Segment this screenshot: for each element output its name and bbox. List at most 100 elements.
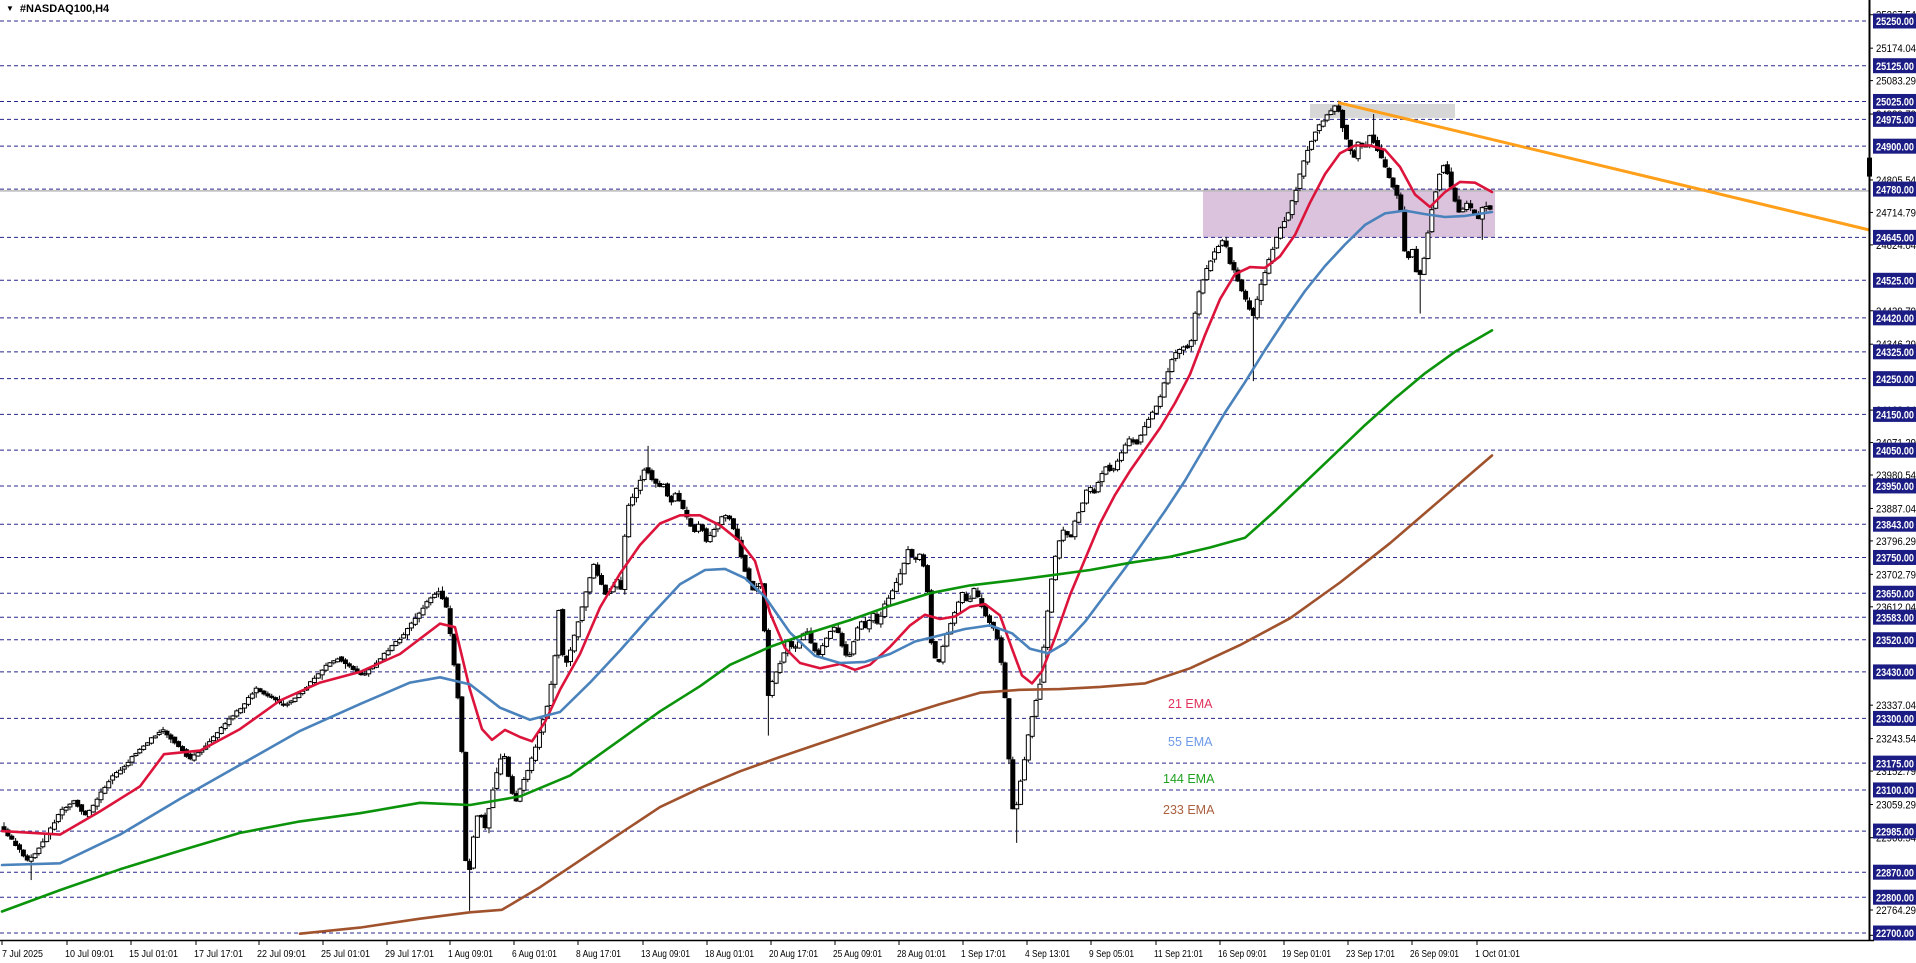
candlestick — [824, 637, 830, 647]
candlestick — [1045, 610, 1051, 648]
candlestick — [1452, 187, 1458, 202]
candlestick — [1340, 109, 1346, 129]
candlestick — [878, 615, 884, 625]
price-tick-label: 23796.29 — [1876, 536, 1916, 548]
candlestick — [567, 649, 573, 663]
candlestick — [1200, 279, 1206, 294]
candlestick — [730, 518, 736, 530]
candlestick — [1142, 426, 1148, 436]
candlestick — [1444, 164, 1450, 175]
price-level-label: 24250.00 — [1876, 374, 1914, 386]
candlestick — [851, 641, 857, 655]
demand-zone-box[interactable] — [1203, 189, 1495, 238]
candlestick — [1204, 268, 1210, 281]
ema-legend-label: 21 EMA — [1168, 697, 1213, 711]
candlestick — [1394, 185, 1400, 196]
price-level-label: 23100.00 — [1876, 785, 1914, 797]
date-label: 15 Jul 01:01 — [129, 948, 178, 960]
price-level-label-box — [1873, 310, 1916, 326]
candlestick — [1177, 348, 1183, 354]
price-level-label-box — [1873, 344, 1916, 360]
candlestick — [583, 591, 589, 608]
price-tick-label: 23243.54 — [1876, 734, 1916, 746]
candlestick — [1293, 189, 1299, 203]
date-label: 4 Sep 13:01 — [1025, 948, 1070, 960]
candlestick — [1107, 464, 1113, 471]
candlestick — [1188, 340, 1194, 347]
candlestick — [847, 654, 853, 657]
candlestick — [1099, 473, 1105, 483]
date-label: 20 Aug 17:01 — [769, 948, 818, 960]
candlestick — [579, 606, 585, 621]
candlestick — [117, 769, 123, 775]
candlestick — [1072, 520, 1078, 538]
price-tick-label: 25083.29 — [1876, 76, 1916, 88]
candlestick — [1398, 194, 1404, 212]
candlestick — [1115, 460, 1121, 471]
candlestick — [94, 798, 100, 807]
ema-legend-label: 233 EMA — [1163, 803, 1215, 817]
candlestick — [626, 504, 632, 538]
candlestick — [459, 696, 465, 752]
candlestick — [137, 748, 143, 754]
233ema-line — [298, 454, 1494, 936]
candlestick — [319, 669, 325, 676]
candlestick — [148, 737, 154, 744]
candlestick — [1243, 290, 1249, 300]
price-level-label-box — [1873, 864, 1916, 880]
price-level-label: 23520.00 — [1876, 635, 1914, 647]
date-label: 13 Aug 09:01 — [641, 948, 690, 960]
price-level-label: 23750.00 — [1876, 553, 1914, 565]
candlestick — [176, 741, 182, 748]
candlestick — [36, 847, 42, 854]
candlestick — [342, 659, 348, 664]
candlestick — [1468, 203, 1474, 209]
price-tick-label: 23059.29 — [1876, 800, 1916, 812]
candlestick — [1118, 452, 1124, 461]
candlestick — [381, 652, 387, 660]
candlestick — [1181, 346, 1187, 351]
candlestick — [533, 746, 539, 761]
level-lines-group — [0, 20, 1869, 934]
candlestick — [1215, 245, 1221, 254]
144ema-line — [0, 329, 1494, 913]
candlestick — [1002, 662, 1008, 699]
price-level-label-box — [1873, 181, 1916, 197]
candlestick — [552, 655, 558, 685]
descending-trendline[interactable] — [1337, 101, 1870, 232]
candlestick — [90, 804, 96, 813]
candlestick — [1375, 140, 1381, 151]
symbol-dropdown-icon[interactable]: ▼ — [6, 4, 14, 13]
candlestick — [106, 781, 112, 789]
candlestick — [1169, 359, 1175, 373]
supply-zone-box[interactable] — [1310, 103, 1455, 118]
candlestick — [172, 736, 178, 744]
price-level-label: 22985.00 — [1876, 826, 1914, 838]
price-level-label-box — [1873, 13, 1916, 29]
candlestick — [1021, 759, 1027, 781]
candlestick — [1095, 481, 1101, 493]
date-axis-group: 7 Jul 2025 10 Jul 09:01 15 Jul 01:01 17 Jul… — [1, 940, 1520, 960]
candlestick — [55, 814, 61, 823]
candlestick — [470, 836, 476, 869]
price-level-label-box — [1873, 371, 1916, 387]
ema-legend-label: 144 EMA — [1163, 772, 1215, 786]
candlestick — [498, 758, 504, 775]
candlestick — [1336, 105, 1342, 112]
date-label: 1 Oct 01:01 — [1475, 948, 1520, 960]
candlestick — [587, 577, 593, 593]
axis-range-marker — [1867, 157, 1872, 177]
candlestick — [1413, 248, 1419, 273]
candlestick — [245, 697, 251, 705]
candlestick — [284, 703, 290, 706]
candlestick — [1355, 141, 1361, 160]
price-level-label: 23430.00 — [1876, 667, 1914, 679]
candlestick — [79, 804, 85, 812]
price-level-label: 24420.00 — [1876, 313, 1914, 325]
candlestick — [160, 729, 166, 733]
candlestick — [191, 754, 197, 761]
candlestick — [389, 645, 395, 651]
price-level-label: 25025.00 — [1876, 97, 1914, 109]
candlestick — [416, 612, 422, 619]
